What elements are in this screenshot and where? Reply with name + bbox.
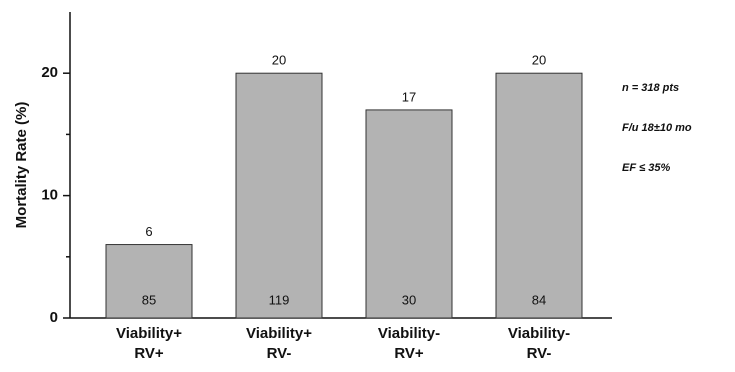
bar <box>235 72 323 319</box>
x-tick-label: Viability+ RV- <box>246 325 312 362</box>
value-label: 6 <box>145 224 152 239</box>
x-tick-label-line: RV- <box>267 345 292 362</box>
x-tick-label-line: Viability+ <box>116 325 182 342</box>
y-tick-label: 10 <box>41 187 58 204</box>
bar-count: 85 <box>142 292 156 307</box>
x-tick-label: Viability- RV- <box>508 325 570 362</box>
x-tick-label-line: Viability+ <box>246 325 312 342</box>
value-label: 20 <box>272 53 286 68</box>
y-axis-label: Mortality Rate (%) <box>13 102 30 229</box>
y-tick-label: 0 <box>50 309 58 326</box>
x-tick-label-line: RV+ <box>134 345 164 362</box>
bar <box>105 244 193 319</box>
x-tick-label-line: Viability- <box>378 325 440 342</box>
value-label: 20 <box>532 53 546 68</box>
y-tick-label: 20 <box>41 64 58 81</box>
annotation: EF ≤ 35% <box>622 162 670 174</box>
bar-count: 84 <box>532 292 546 307</box>
x-tick-label: Viability- RV+ <box>378 325 440 362</box>
bar-count: 30 <box>402 292 416 307</box>
value-label: 17 <box>402 89 416 104</box>
x-tick-label-line: Viability- <box>508 325 570 342</box>
x-tick-label-line: RV+ <box>394 345 424 362</box>
bar-count: 119 <box>269 292 290 307</box>
annotation: n = 318 pts <box>622 82 679 94</box>
x-tick-label: Viability+ RV+ <box>116 325 182 362</box>
bar <box>365 109 453 319</box>
bar <box>495 72 583 319</box>
annotation: F/u 18±10 mo <box>622 122 692 134</box>
x-tick-label-line: RV- <box>527 345 552 362</box>
